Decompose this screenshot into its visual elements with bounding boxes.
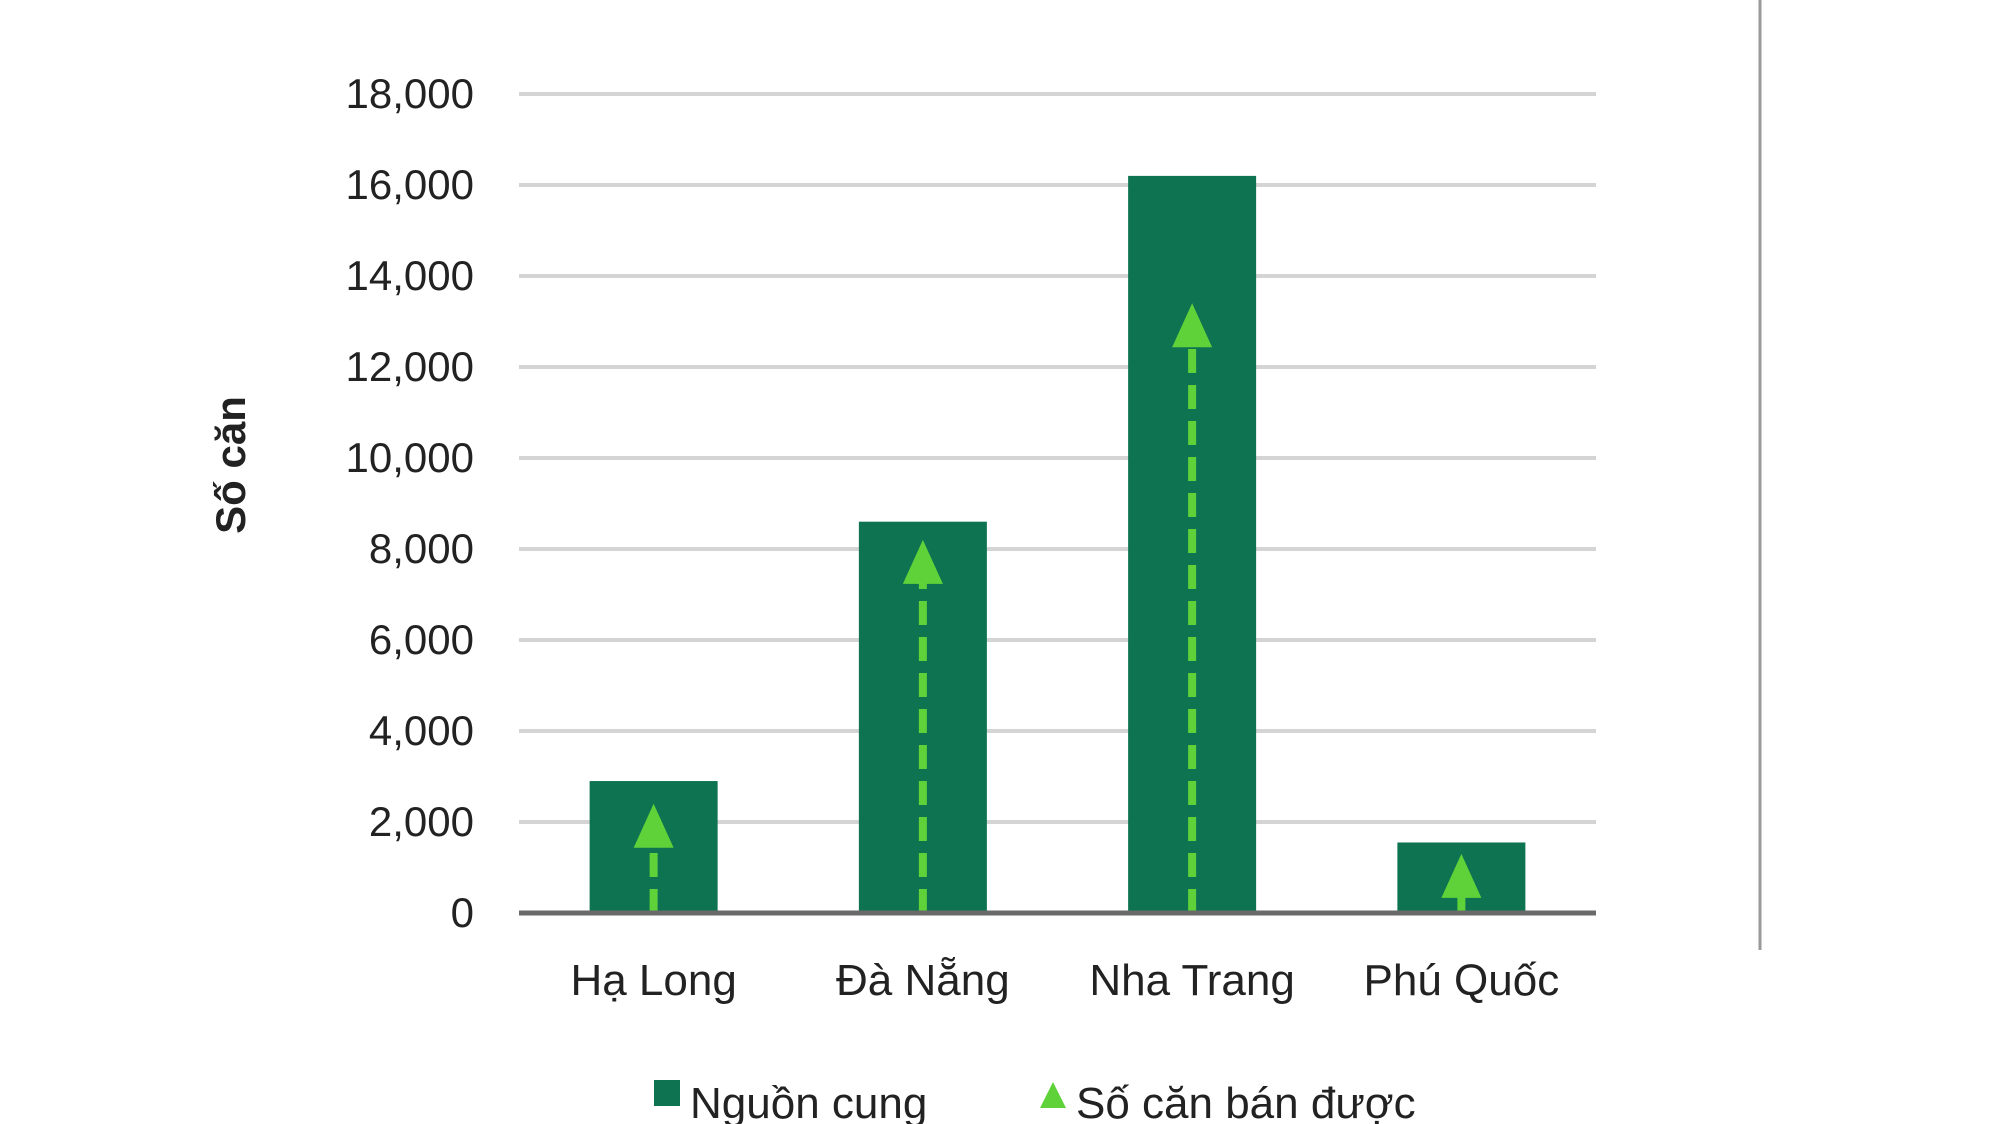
arrow-sold [1172,303,1213,913]
y-tick-label: 2,000 [369,798,474,845]
y-tick-label: 6,000 [369,616,474,663]
legend-swatch-supply [654,1080,680,1106]
legend-swatch-sold [1040,1082,1066,1108]
legend-label-supply: Nguồn cung [690,1079,927,1124]
y-axis-label: Số căn [207,396,254,534]
y-tick-label: 0 [451,889,474,936]
y-tick-label: 18,000 [346,70,474,117]
arrow-sold [633,803,674,913]
y-tick-label: 16,000 [346,161,474,208]
legend-label-sold: Số căn bán được [1076,1079,1416,1124]
y-tick-label: 10,000 [346,434,474,481]
x-category-label: Hạ Long [570,956,736,1005]
y-tick-label: 8,000 [369,525,474,572]
arrow-sold [902,539,943,913]
x-category-label: Nha Trang [1089,956,1294,1005]
x-category-label: Đà Nẵng [836,956,1010,1005]
arrow-sold [1441,853,1482,913]
x-category-label: Phú Quốc [1364,956,1560,1005]
y-tick-label: 12,000 [346,343,474,390]
y-tick-label: 14,000 [346,252,474,299]
legend: Nguồn cung Số căn bán được [654,1079,1416,1124]
y-tick-label: 4,000 [369,707,474,754]
